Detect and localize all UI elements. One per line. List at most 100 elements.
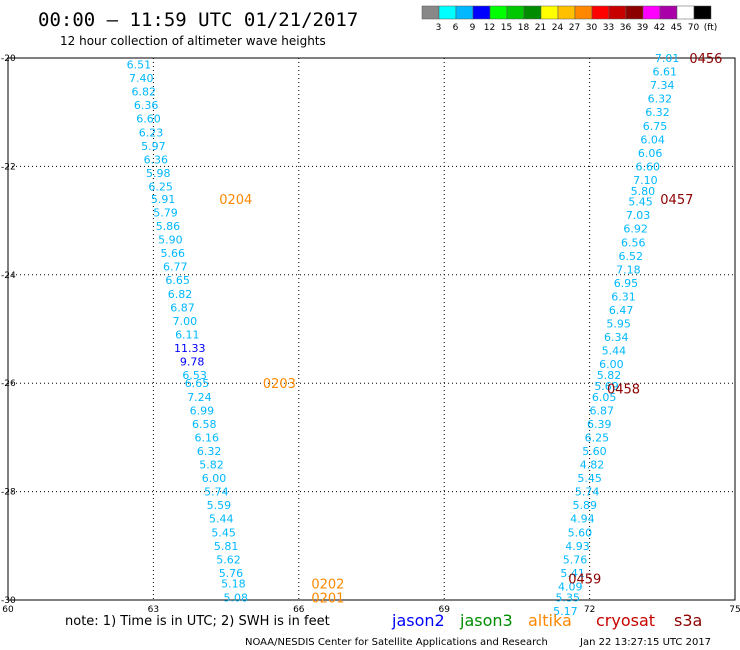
- swh-value: 5.60: [582, 445, 607, 458]
- scale-swatch: [438, 5, 457, 20]
- swh-value: 6.34: [604, 331, 629, 344]
- scale-label: 39: [637, 23, 649, 33]
- scale-label: 33: [603, 23, 614, 33]
- swh-value: 5.35: [556, 591, 581, 604]
- swh-value: 7.18: [616, 263, 641, 276]
- scale-label: (ft): [704, 23, 718, 33]
- pass-label: 0204: [219, 193, 252, 208]
- pass-label: 0203: [263, 377, 296, 392]
- swh-value: 6.00: [202, 472, 227, 485]
- pass-label: 0201: [311, 591, 344, 606]
- scale-label: 6: [453, 23, 459, 33]
- swh-value: 5.86: [156, 220, 181, 233]
- swh-value: 6.82: [168, 288, 193, 301]
- swh-value: 6.87: [589, 404, 614, 417]
- scale-label: 21: [535, 23, 546, 33]
- swh-value: 6.11: [175, 328, 200, 341]
- swh-value: 7.03: [626, 209, 651, 222]
- chart-subtitle: 12 hour collection of altimeter wave hei…: [60, 34, 326, 48]
- swh-value: 7.10: [633, 174, 658, 187]
- pass-label: 0458: [607, 383, 640, 398]
- swh-value: 5.18: [221, 578, 246, 591]
- pass-label: 0202: [311, 578, 344, 593]
- swh-value: 6.25: [585, 431, 610, 444]
- scale-label: 36: [620, 23, 632, 33]
- swh-value: 4.09: [558, 580, 583, 593]
- swh-value: 6.47: [609, 304, 634, 317]
- swh-value: 4.82: [580, 459, 605, 472]
- swh-value: 6.32: [648, 93, 673, 106]
- swh-value: 9.78: [180, 356, 205, 369]
- scale-swatch: [557, 5, 576, 20]
- swh-value: 5.59: [207, 499, 232, 512]
- scale-label: 27: [569, 23, 580, 33]
- scale-label: 12: [484, 23, 495, 33]
- swh-value: 7.40: [129, 72, 154, 85]
- swh-value: 6.32: [645, 106, 670, 119]
- x-tick-label: 63: [148, 605, 159, 615]
- scale-swatch: [676, 5, 695, 20]
- swh-value: 6.87: [170, 301, 195, 314]
- satellite-legend-entry: cryosat: [596, 611, 655, 630]
- scale-label: 15: [501, 23, 512, 33]
- swh-value: 6.75: [643, 120, 668, 133]
- scale-label: 24: [552, 23, 564, 33]
- scale-label: 18: [518, 23, 530, 33]
- swh-value: 5.66: [161, 247, 186, 260]
- swh-value: 5.60: [568, 526, 593, 539]
- credit-text: NOAA/NESDIS Center for Satellite Applica…: [245, 637, 548, 648]
- swh-value: 5.44: [209, 513, 234, 526]
- swh-value: 5.76: [219, 567, 244, 580]
- swh-value: 6.65: [165, 274, 190, 287]
- scale-swatch: [659, 5, 678, 20]
- scale-label: 42: [654, 23, 665, 33]
- x-tick-label: 69: [438, 605, 450, 615]
- swh-value: 6.51: [127, 59, 152, 72]
- swh-value: 5.17: [553, 605, 578, 618]
- generated-timestamp: Jan 22 13:27:15 UTC 2017: [579, 637, 711, 648]
- swh-value: 5.45: [628, 196, 653, 209]
- x-tick-label: 75: [729, 605, 740, 615]
- scale-swatch: [693, 5, 712, 20]
- y-tick-label: -26: [1, 379, 16, 389]
- scale-swatch: [455, 5, 474, 20]
- scale-swatch: [506, 5, 525, 20]
- swh-value: 6.95: [614, 277, 639, 290]
- swh-value: 5.74: [204, 486, 229, 499]
- swh-value: 5.44: [602, 345, 627, 358]
- plot-frame: [7, 57, 736, 601]
- swh-value: 6.39: [587, 418, 612, 431]
- swh-value: 6.31: [611, 290, 636, 303]
- x-tick-label: 66: [293, 605, 305, 615]
- swh-value: 6.61: [652, 66, 677, 79]
- swh-value: 5.82: [597, 369, 622, 382]
- scale-label: 70: [688, 23, 700, 33]
- satellite-legend-entry: altika: [528, 611, 572, 630]
- x-tick-label: 60: [2, 605, 14, 615]
- scale-label: 3: [436, 23, 442, 33]
- swh-value: 5.81: [214, 540, 239, 553]
- scale-label: 45: [671, 23, 682, 33]
- pass-label: 0459: [568, 572, 601, 587]
- swh-value: 11.33: [174, 342, 206, 355]
- swh-value: 5.79: [153, 206, 178, 219]
- footnote: note: 1) Time is in UTC; 2) SWH is in fe…: [65, 614, 330, 629]
- pass-label: 0456: [689, 52, 722, 67]
- scale-swatch: [642, 5, 661, 20]
- pass-label: 0457: [660, 193, 693, 208]
- swh-value: 5.41: [560, 567, 585, 580]
- swh-value: 6.77: [163, 261, 188, 274]
- satellite-legend-entry: jason2: [391, 611, 445, 630]
- swh-value: 5.69: [594, 380, 619, 393]
- swh-value: 5.82: [199, 459, 224, 472]
- swh-value: 7.34: [650, 79, 675, 92]
- swh-value: 5.45: [211, 526, 236, 539]
- swh-value: 6.53: [182, 369, 207, 382]
- swh-value: 5.76: [563, 553, 588, 566]
- swh-value: 5.62: [216, 553, 241, 566]
- swh-value: 6.36: [134, 99, 159, 112]
- data-points: 6.517.406.826.366.606.235.976.365.986.25…: [127, 52, 680, 618]
- swh-value: 6.60: [636, 160, 661, 173]
